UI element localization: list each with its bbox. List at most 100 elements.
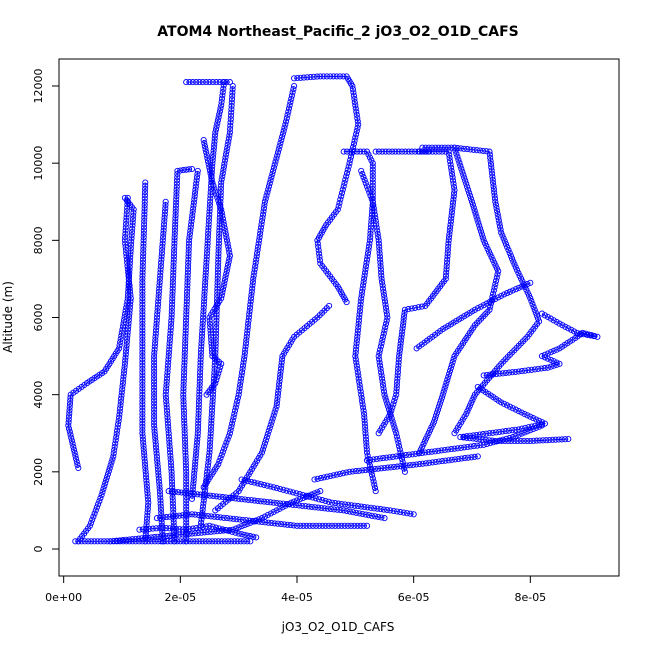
data-point — [455, 156, 462, 163]
data-point — [360, 522, 367, 529]
data-point — [143, 477, 150, 484]
data-point — [68, 437, 75, 444]
data-point — [183, 308, 190, 315]
data-point — [122, 351, 129, 358]
data-point — [392, 394, 399, 401]
data-point — [403, 462, 410, 469]
data-point — [66, 428, 73, 435]
data-point — [216, 79, 223, 86]
data-point — [300, 74, 307, 81]
data-point — [490, 290, 497, 297]
data-point — [518, 430, 525, 437]
data-point — [383, 308, 390, 315]
data-point — [183, 522, 190, 529]
data-point — [239, 516, 246, 523]
data-point — [116, 538, 123, 545]
data-point — [354, 327, 361, 334]
data-point — [381, 298, 389, 305]
data-point — [169, 481, 176, 488]
data-point — [454, 145, 461, 152]
data-point — [158, 256, 165, 263]
data-point — [512, 406, 519, 413]
data-point — [487, 303, 494, 310]
data-point — [356, 314, 363, 321]
data-point — [348, 502, 355, 509]
data-point — [108, 459, 115, 466]
x-tick-label: 8e-05 — [514, 591, 546, 604]
data-point — [354, 330, 361, 337]
data-point — [153, 525, 160, 532]
data-point — [208, 407, 216, 414]
data-point — [140, 240, 147, 247]
data-point — [476, 147, 484, 154]
data-point — [122, 354, 129, 361]
data-point — [261, 440, 268, 447]
data-point — [286, 102, 293, 109]
data-point — [139, 349, 146, 356]
data-point — [393, 385, 400, 392]
data-point — [155, 472, 162, 479]
data-point — [230, 414, 237, 421]
data-point — [166, 446, 173, 453]
data-point — [182, 459, 189, 466]
data-point — [450, 180, 457, 187]
data-point — [139, 414, 146, 421]
data-point — [321, 505, 328, 512]
series-connector-line — [110, 490, 321, 542]
data-point — [372, 488, 379, 495]
data-point — [555, 436, 562, 443]
data-point — [168, 478, 176, 485]
data-point — [163, 385, 170, 392]
x-tick-label: 0e+00 — [45, 591, 82, 604]
data-point — [473, 431, 480, 439]
data-point — [146, 525, 153, 532]
data-point — [368, 217, 375, 225]
data-point — [352, 346, 360, 353]
data-point — [443, 266, 450, 273]
data-point — [214, 266, 222, 273]
data-point — [506, 434, 513, 442]
data-point — [241, 477, 248, 484]
data-point — [319, 497, 326, 504]
data-point — [477, 442, 484, 449]
data-point — [151, 428, 158, 435]
data-point — [148, 538, 155, 545]
data-point — [354, 365, 361, 372]
data-point — [379, 279, 386, 286]
data-point — [380, 330, 387, 337]
data-point — [162, 388, 170, 395]
data-point — [480, 372, 487, 379]
data-point — [180, 404, 187, 411]
data-point — [223, 148, 230, 155]
data-point — [363, 457, 371, 464]
data-point — [218, 179, 225, 186]
data-point — [449, 205, 456, 213]
data-point — [565, 325, 572, 332]
data-point — [227, 125, 234, 133]
data-point — [247, 301, 254, 308]
data-point — [432, 148, 439, 155]
data-point — [122, 246, 129, 254]
data-point — [397, 463, 404, 470]
data-point — [317, 488, 324, 495]
data-point — [180, 378, 187, 385]
data-point — [556, 320, 563, 327]
data-point — [192, 455, 199, 462]
data-point — [244, 520, 251, 527]
data-point — [167, 327, 174, 334]
data-point — [585, 331, 592, 338]
data-point — [151, 416, 158, 423]
data-point — [110, 453, 117, 460]
data-point — [170, 519, 177, 526]
data-point — [267, 483, 274, 490]
data-point — [385, 148, 392, 155]
data-point — [494, 207, 501, 215]
data-point — [509, 369, 516, 376]
data-point — [206, 449, 213, 456]
data-point — [200, 301, 207, 308]
data-point — [335, 500, 342, 507]
data-point — [353, 336, 361, 344]
data-point — [270, 412, 277, 419]
data-point — [244, 532, 251, 539]
data-point — [203, 152, 210, 159]
